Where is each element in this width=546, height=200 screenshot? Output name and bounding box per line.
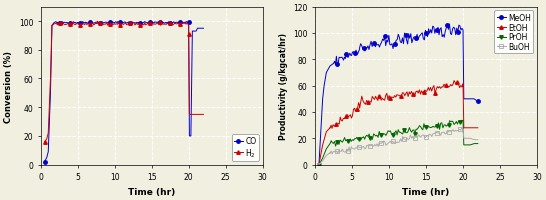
H$_2$ (45, 132, 51, 135)
PrOH (448, 121, 454, 123)
Y-axis label: Productivity (g/kgcat/hr): Productivity (g/kgcat/hr) (278, 33, 288, 139)
PrOH (361, 138, 368, 141)
BuOH (361, 148, 368, 150)
H$_2$ (143, 25, 149, 27)
MeOH (459, 28, 465, 30)
H$_2$ (54, 24, 61, 26)
Line: CO: CO (43, 20, 205, 164)
CO (129, 22, 136, 24)
Line: PrOH: PrOH (317, 119, 479, 167)
BuOH (474, 139, 481, 141)
Y-axis label: Conversion (%): Conversion (%) (4, 50, 13, 122)
H$_2$ (41, 141, 48, 143)
CO (183, 21, 189, 24)
EtOH (426, 90, 432, 92)
EtOH (415, 92, 422, 95)
MeOH (447, 33, 454, 36)
MeOH (474, 101, 481, 103)
PrOH (316, 164, 322, 166)
PrOH (397, 132, 403, 134)
CO (200, 28, 207, 30)
PrOH (474, 143, 481, 145)
MeOH (332, 64, 339, 66)
H$_2$ (200, 114, 207, 116)
BuOH (407, 134, 414, 137)
CO (71, 22, 78, 25)
EtOH (316, 164, 322, 166)
H$_2$ (62, 24, 69, 27)
CO (60, 22, 66, 24)
BuOH (329, 153, 336, 155)
Legend: MeOH, EtOH, PrOH, BuOH: MeOH, EtOH, PrOH, BuOH (494, 11, 533, 54)
PrOH (435, 122, 442, 125)
BuOH (459, 127, 465, 129)
PrOH (329, 142, 336, 144)
BuOH (397, 138, 403, 140)
MeOH (319, 98, 326, 101)
CO (54, 22, 61, 24)
MeOH (443, 27, 449, 30)
EtOH (474, 127, 481, 129)
MeOH (367, 44, 373, 47)
EtOH (451, 80, 458, 82)
Line: H$_2$: H$_2$ (43, 20, 205, 144)
Line: BuOH: BuOH (317, 126, 479, 167)
Line: MeOH: MeOH (317, 23, 479, 167)
X-axis label: Time (hr): Time (hr) (128, 187, 175, 196)
BuOH (316, 164, 322, 166)
MeOH (446, 24, 453, 26)
Line: EtOH: EtOH (317, 79, 479, 167)
H$_2$ (154, 23, 161, 26)
EtOH (395, 94, 401, 97)
EtOH (359, 96, 365, 98)
PrOH (459, 119, 465, 122)
CO (95, 22, 102, 24)
EtOH (381, 100, 388, 102)
H$_2$ (125, 24, 132, 26)
CO (41, 161, 48, 163)
H$_2$ (94, 21, 101, 23)
BuOH (435, 132, 442, 134)
EtOH (433, 89, 440, 91)
Legend: CO, H$_2$: CO, H$_2$ (232, 134, 259, 161)
PrOH (407, 130, 414, 132)
MeOH (316, 164, 322, 166)
X-axis label: Time (hr): Time (hr) (402, 187, 450, 196)
CO (147, 21, 154, 23)
BuOH (448, 130, 454, 133)
